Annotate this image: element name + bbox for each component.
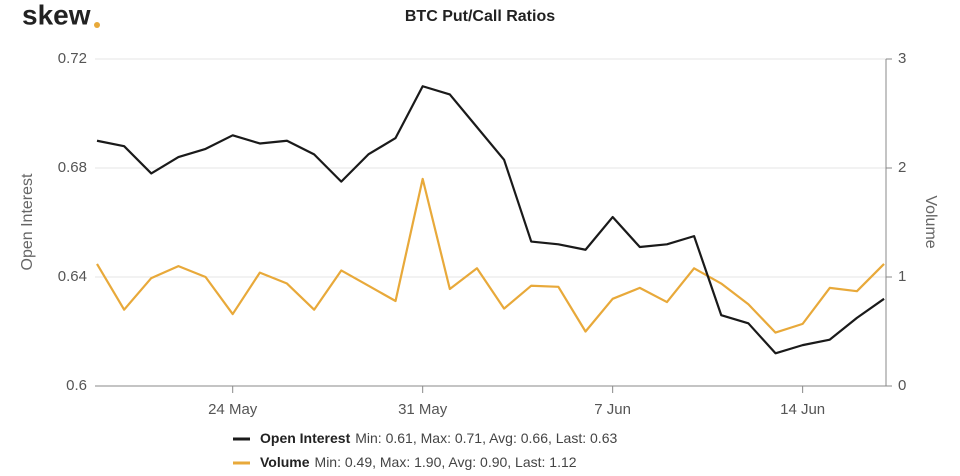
y2-tick-label: 2 bbox=[898, 159, 906, 176]
brand-logo: skew bbox=[22, 0, 91, 30]
chart-title: BTC Put/Call Ratios bbox=[405, 8, 555, 25]
x-tick-label: 31 May bbox=[398, 401, 448, 418]
series-line bbox=[96, 85, 885, 355]
legend-name: Volume bbox=[260, 454, 310, 470]
y-tick-label: 0.64 bbox=[58, 268, 87, 285]
legend-entry: Volume Min: 0.49, Max: 1.90, Avg: 0.90, L… bbox=[260, 454, 577, 470]
legend-entry: Open Interest Min: 0.61, Max: 0.71, Avg: … bbox=[260, 430, 617, 446]
series-line bbox=[96, 177, 885, 334]
legend-stats: Min: 0.61, Max: 0.71, Avg: 0.66, Last: 0… bbox=[355, 430, 617, 446]
legend-name: Open Interest bbox=[260, 430, 351, 446]
y2-tick-label: 0 bbox=[898, 377, 906, 394]
y2-tick-label: 1 bbox=[898, 268, 906, 285]
x-tick-label: 7 Jun bbox=[594, 401, 631, 418]
x-tick-label: 24 May bbox=[208, 401, 258, 418]
y-tick-label: 0.72 bbox=[58, 50, 87, 67]
y2-axis-label: Volume bbox=[922, 195, 939, 248]
y2-tick-label: 3 bbox=[898, 50, 906, 67]
y-axis-label: Open Interest bbox=[19, 173, 36, 271]
y-tick-label: 0.68 bbox=[58, 159, 87, 176]
legend-stats: Min: 0.49, Max: 1.90, Avg: 0.90, Last: 1… bbox=[315, 454, 577, 470]
brand-dot bbox=[94, 22, 100, 28]
y-tick-label: 0.6 bbox=[66, 377, 87, 394]
x-tick-label: 14 Jun bbox=[780, 401, 825, 418]
